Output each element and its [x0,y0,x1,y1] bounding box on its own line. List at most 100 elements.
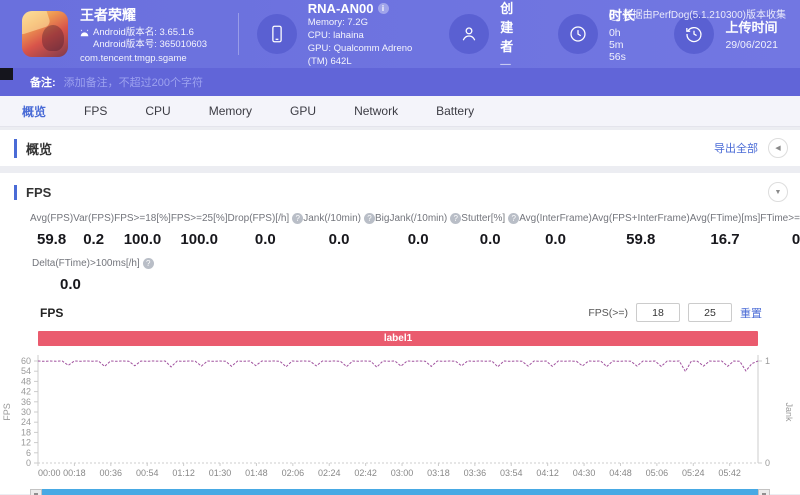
duration-summary: 时长 0h 5m 56s [557,5,637,63]
svg-text:0: 0 [26,458,31,468]
metric: Avg(FPS+InterFrame) 59.8 [592,213,690,248]
upload-value: 29/06/2021 [725,39,778,51]
metric-value: 0.0 [60,276,81,293]
svg-text:54: 54 [21,366,31,376]
help-icon[interactable]: ? [364,213,376,224]
svg-text:01:48: 01:48 [245,468,268,478]
android-icon [80,29,89,36]
tab-gpu[interactable]: GPU [290,104,317,118]
device-memory: Memory: 7.2G [307,16,368,28]
fps-line-chart[interactable]: 0 6 12 18 24 30 36 42 48 54 60 FPS 0 1 Jank 00:00 00:18 0… [0,351,800,488]
svg-text:01:12: 01:12 [172,468,195,478]
svg-text:02:24: 02:24 [318,468,341,478]
metric-label: BigJank(/10min)? [375,213,462,224]
svg-text:03:36: 03:36 [464,468,487,478]
help-icon[interactable]: ? [450,213,462,224]
duration-value: 0h 5m 56s [608,27,626,63]
svg-text:0: 0 [765,458,770,468]
svg-text:42: 42 [21,387,31,397]
metric-label: Avg(FPS) [30,213,74,224]
info-icon: i [608,10,620,21]
scrollbar-left-handle[interactable] [30,489,42,495]
metric-value: 0.0 [328,231,350,248]
metric-value: 0.0 [407,231,429,248]
user-icon [449,14,490,54]
perfdog-version-note: i 数据由PerfDog(5.1.210300)版本收集 [608,6,786,21]
svg-text:05:42: 05:42 [718,468,741,478]
fps-section: FPS ▼ Avg(FPS) 59.8 Var(FPS) 0.2 FPS>=18[%] 1… [0,173,800,495]
history-clock-icon [674,14,715,54]
scrollbar-fill[interactable] [42,489,758,495]
note-input[interactable]: 添加备注，不超过200个字符 [63,77,204,89]
metric-value: 0.0 [479,231,501,248]
svg-text:60: 60 [21,356,31,366]
metric: Avg(InterFrame) 0.0 [519,213,592,248]
svg-text:03:54: 03:54 [500,468,523,478]
fps-section-title: FPS [14,184,51,200]
fps-chart-title: FPS [40,305,64,320]
report-header: i 数据由PerfDog(5.1.210300)版本收集 王者荣耀 Android… [0,0,800,70]
metric-label: Jank(/10min)? [303,213,376,224]
svg-text:FPS: FPS [2,403,12,421]
metric: Avg(FTime)[ms] 16.7 [690,213,761,248]
tab-memory[interactable]: Memory [208,104,253,118]
help-icon[interactable]: ? [292,213,304,224]
svg-text:12: 12 [21,438,31,448]
svg-text:04:30: 04:30 [573,468,596,478]
creator-label: 创建者 [500,1,514,54]
tab-fps[interactable]: FPS [84,104,108,118]
svg-text:36: 36 [21,397,31,407]
tab-cpu[interactable]: CPU [145,104,171,118]
fps-threshold-input-1[interactable] [636,303,680,322]
collapse-left-button[interactable]: ◀ [768,138,788,158]
metric: Drop(FPS)[/h]? 0.0 [228,213,304,248]
metric-value: 16.7 [710,231,740,248]
svg-text:00:54: 00:54 [136,468,159,478]
metric: Stutter[%]? 0.0 [461,213,520,248]
help-icon[interactable]: ? [142,258,154,269]
svg-text:02:42: 02:42 [354,468,377,478]
export-all-link[interactable]: 导出全部 [714,143,758,155]
metric-value: 59.8 [36,231,67,248]
svg-text:01:30: 01:30 [209,468,232,478]
metric-value: 59.8 [626,231,656,248]
collapse-down-button[interactable]: ▼ [768,182,788,202]
overview-section: 概览 导出全部 ◀ [0,130,800,166]
collapsed-panel-notch[interactable] [0,68,13,80]
tab-network[interactable]: Network [354,104,399,118]
tab-概览[interactable]: 概览 [22,104,47,119]
device-summary: RNA-AN00 i Memory: 7.2G CPU: lahaina GPU… [256,0,416,68]
android-version-name: Android版本名: 3.65.1.6 [93,26,194,38]
svg-text:03:00: 03:00 [391,468,414,478]
metric-label: FPS>=18[%] [114,213,171,224]
svg-text:1: 1 [765,356,770,366]
upload-label: 上传时间 [725,20,778,35]
chart-range-scrollbar[interactable] [30,489,770,495]
metric-label: Avg(FPS+InterFrame) [591,213,690,224]
metric-value: 100.0 [123,231,162,248]
metric: Var(FPS) 0.2 [73,213,114,248]
metric-value: 100.0 [180,231,218,248]
metric: Avg(FPS) 59.8 [30,213,73,248]
metric: BigJank(/10min)? 0.0 [375,213,462,248]
metric-label: FPS>=25[%] [170,213,228,224]
note-bar: 备注: 添加备注，不超过200个字符 [0,68,800,96]
metric: FTime>=100ms[%] 0.0 [760,213,800,248]
svg-text:05:24: 05:24 [682,468,705,478]
fps-threshold-input-2[interactable] [688,303,732,322]
scrollbar-right-handle[interactable] [758,489,770,495]
reset-link[interactable]: 重置 [740,307,762,320]
metric: FPS>=18[%] 100.0 [114,213,171,248]
help-icon[interactable]: ? [508,213,520,224]
svg-text:00:18: 00:18 [63,468,86,478]
device-name: RNA-AN00 [307,0,374,16]
metric-value: 0.0 [254,231,276,248]
tab-battery[interactable]: Battery [436,104,475,118]
app-summary: 王者荣耀 Android版本名: 3.65.1.6 Android版本号: 36… [22,5,230,64]
metric-label: Stutter[%]? [461,213,520,224]
device-info-icon[interactable]: i [377,2,389,14]
svg-text:18: 18 [21,427,31,437]
svg-text:24: 24 [21,417,31,427]
svg-text:Jank: Jank [784,402,794,422]
creator-value: — [500,58,511,70]
